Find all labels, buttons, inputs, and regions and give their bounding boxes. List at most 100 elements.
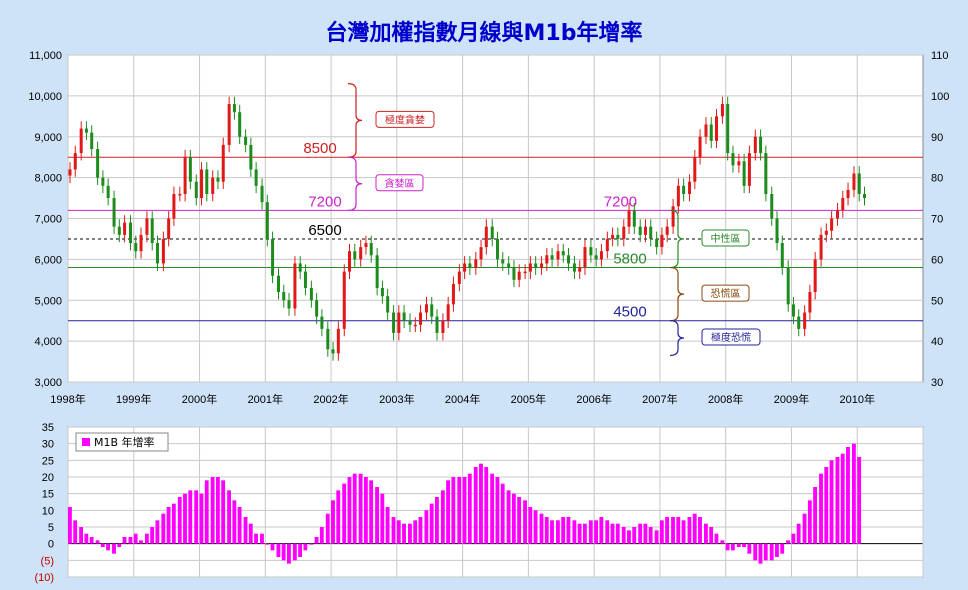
m1b-bar [161,513,166,544]
left-tick-label: 9,000 [34,132,62,144]
candle-body [232,104,236,113]
m1b-bar [309,543,314,545]
m1b-bar [819,473,823,544]
m1b-bar [484,467,489,544]
candle-body [139,234,143,252]
m1b-bar [237,507,242,544]
candle-body [797,316,801,329]
zone-label-box [701,229,750,247]
m1b-bar [550,520,554,544]
m1b-bar [835,457,840,544]
candle-body [495,238,500,260]
candle-body [227,104,231,145]
price-candles [68,96,866,361]
m1b-bar [528,507,533,544]
m1b-bar [210,477,215,544]
candle-body [786,267,790,305]
candle-body [561,251,565,256]
zone-label-box [701,328,761,346]
m1b-bar [829,460,834,544]
m1b-bar [582,523,587,544]
candle-body [808,292,812,313]
m1b-bar [544,517,549,544]
m1b-bar [84,533,89,544]
candle-body [244,136,248,145]
candle-body [671,206,675,227]
candle-body [556,251,560,260]
m1b-bar [260,533,264,544]
right-tick-label: 110 [931,50,949,62]
m1b-bar [566,517,571,544]
candle-body [764,153,768,194]
m1b-bar [572,520,577,544]
legend-label: M1B 年增率 [94,435,155,449]
left-tick-label: 4,000 [34,336,62,348]
candle-body [216,177,220,182]
m1b-bar [215,477,220,544]
candle-body [424,304,428,313]
m1b-bar [298,543,303,557]
m1b-bar [857,457,862,544]
m1b-bar [742,543,746,547]
candle-body [353,251,357,260]
candle-body [484,226,488,248]
candle-body [567,255,571,264]
m1b-bar [807,500,812,544]
m1b-bar [736,543,741,547]
x-tick-label: 2009年 [774,392,809,406]
m1b-bar [495,477,500,544]
candle-body [747,153,751,186]
m1b-bar [424,510,429,544]
reference-label-4500: 4500 [613,304,646,321]
candle-body [803,312,807,329]
m1b-bar [824,467,829,544]
candle-body [106,185,110,199]
legend-swatch [82,438,90,446]
candle-body [731,153,735,166]
candle-body [583,247,587,268]
candle-body [512,267,516,280]
m1b-bar [188,490,193,544]
candle-body [200,169,204,199]
m1b-bar [194,490,199,544]
m1b-bar [232,500,237,544]
candle-body [463,263,467,272]
m1b-tick-label: 35 [42,422,54,434]
candle-body [517,271,521,280]
candle-body [474,259,478,268]
m1b-bar [358,473,363,544]
m1b-bar [533,510,538,544]
m1b-bar [89,537,94,544]
candle-body [293,263,297,309]
m1b-bar [408,523,412,544]
candle-body [550,255,554,260]
m1b-bar [621,527,626,544]
m1b-tick-label: 10 [42,505,54,517]
candle-body [145,218,149,235]
m1b-bar [500,483,505,544]
candle-body [479,247,483,260]
candle-body [616,234,620,239]
candle-body [221,144,225,182]
zone-brace [669,209,685,269]
candle-body [183,157,187,194]
candle-body [211,177,215,194]
candle-body [326,328,330,350]
zone-label: 極度貪婪 [385,113,425,126]
candle-body [123,222,127,235]
candle-body [545,255,549,264]
m1b-bar [802,513,807,544]
left-tick-label: 8,000 [34,173,62,185]
m1b-bar [840,453,845,544]
m1b-bar [79,527,84,544]
candle-body [857,173,861,194]
candle-body [348,251,352,272]
candle-body [397,312,401,333]
candle-body [68,169,72,176]
m1b-bar [643,523,648,544]
x-tick-label: 2008年 [708,392,743,406]
m1b-tick-label: 0 [48,539,54,551]
m1b-bar [446,480,451,544]
m1b-bar [248,523,253,544]
m1b-bar [506,490,511,544]
